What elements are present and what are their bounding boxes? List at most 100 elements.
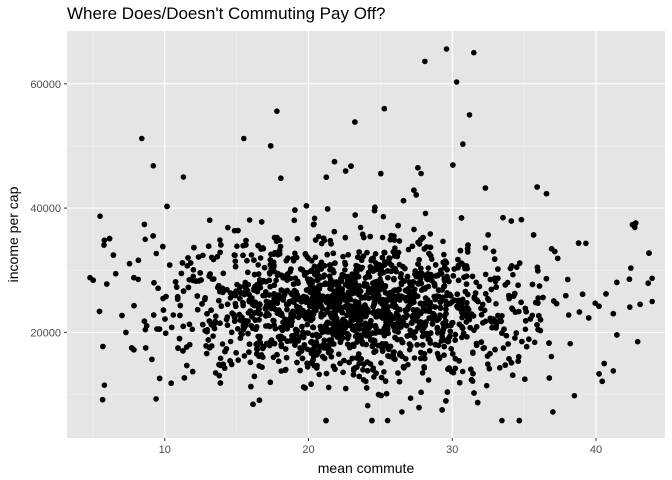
data-point xyxy=(189,368,196,375)
data-point xyxy=(180,348,186,354)
data-point xyxy=(352,212,359,218)
data-point xyxy=(211,325,218,332)
data-point xyxy=(294,236,301,242)
data-point xyxy=(257,255,264,261)
data-point xyxy=(390,288,397,295)
data-point xyxy=(391,237,398,243)
data-point xyxy=(164,203,170,210)
data-point xyxy=(298,299,305,305)
data-point xyxy=(284,338,291,345)
data-point xyxy=(310,309,317,316)
data-point xyxy=(342,261,349,268)
data-point xyxy=(571,392,578,399)
data-point xyxy=(451,266,458,272)
data-point xyxy=(452,365,459,372)
data-point xyxy=(531,339,538,346)
data-point xyxy=(246,217,253,223)
data-point xyxy=(292,250,298,257)
data-point xyxy=(529,281,536,288)
data-point xyxy=(308,381,314,387)
data-point xyxy=(364,249,370,256)
data-point xyxy=(441,251,447,258)
data-point xyxy=(466,112,473,118)
data-point xyxy=(303,294,309,301)
data-point xyxy=(508,263,515,269)
data-point xyxy=(614,279,620,286)
data-point xyxy=(141,318,148,325)
data-point xyxy=(408,320,415,326)
data-point xyxy=(435,287,442,293)
data-point xyxy=(394,336,401,343)
data-point xyxy=(440,238,446,245)
data-point xyxy=(224,301,231,308)
data-point xyxy=(314,295,320,302)
data-point xyxy=(365,307,371,313)
data-point xyxy=(294,278,301,285)
data-point xyxy=(170,312,177,318)
y-tick-label: 60000 xyxy=(30,79,61,91)
data-point xyxy=(471,390,477,396)
data-point xyxy=(235,357,241,363)
data-point xyxy=(247,308,254,314)
data-point xyxy=(435,272,441,278)
data-point xyxy=(135,257,142,264)
data-point xyxy=(355,355,362,361)
data-point xyxy=(448,346,455,352)
x-tick-label: 40 xyxy=(590,444,602,456)
data-point xyxy=(386,255,393,262)
data-point xyxy=(363,385,370,391)
data-point xyxy=(455,277,462,284)
data-point xyxy=(231,252,238,258)
data-point xyxy=(381,105,388,112)
data-point xyxy=(281,291,288,298)
data-point xyxy=(365,295,372,302)
data-point xyxy=(522,318,529,324)
data-point xyxy=(288,322,295,329)
data-point xyxy=(261,343,267,350)
data-point xyxy=(338,305,344,312)
data-point xyxy=(469,273,476,280)
data-point xyxy=(444,301,451,308)
data-point xyxy=(217,288,223,295)
data-point xyxy=(399,409,405,415)
data-point xyxy=(309,359,316,365)
data-point xyxy=(360,377,367,383)
data-point xyxy=(272,325,279,332)
data-point xyxy=(181,375,188,381)
data-point xyxy=(202,295,208,301)
data-point xyxy=(463,319,470,325)
data-point xyxy=(391,275,397,282)
data-point xyxy=(252,310,258,316)
data-point xyxy=(241,353,248,359)
data-point xyxy=(554,255,561,262)
data-point xyxy=(407,395,414,402)
data-point xyxy=(441,283,448,289)
data-point xyxy=(185,255,191,261)
data-point xyxy=(506,356,512,362)
data-point xyxy=(460,141,466,147)
data-point xyxy=(515,358,521,365)
data-point xyxy=(200,252,206,259)
data-point xyxy=(368,318,374,324)
data-point xyxy=(406,341,413,347)
data-point xyxy=(345,252,352,258)
data-point xyxy=(253,324,260,330)
data-point xyxy=(314,365,320,371)
data-point xyxy=(194,306,201,313)
data-point xyxy=(106,235,113,242)
data-point xyxy=(459,296,466,303)
data-point xyxy=(519,338,525,345)
data-point xyxy=(236,311,243,318)
data-point xyxy=(407,332,414,338)
data-point xyxy=(352,277,358,283)
data-point xyxy=(330,341,337,347)
data-point xyxy=(180,288,187,294)
data-point xyxy=(482,291,489,297)
x-axis-title: mean commute xyxy=(318,460,415,476)
data-point xyxy=(300,329,306,336)
data-point xyxy=(355,254,361,260)
data-point xyxy=(315,277,321,283)
data-point xyxy=(626,276,633,283)
data-point xyxy=(303,310,309,316)
data-point xyxy=(380,283,387,289)
